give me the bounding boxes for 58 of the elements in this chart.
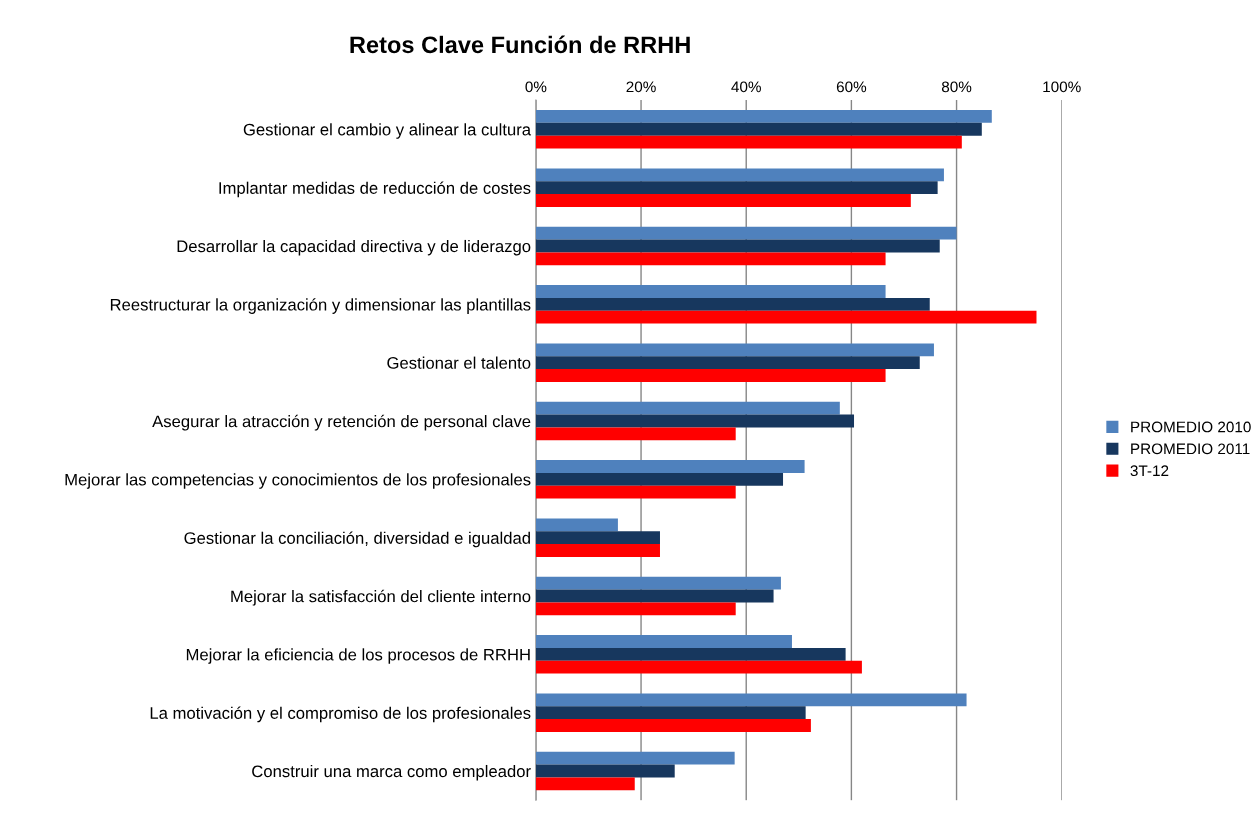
legend-label: 3T-12	[1130, 465, 1169, 477]
bar	[535, 518, 618, 532]
bar	[535, 310, 1037, 324]
x-tick-label: 40%	[731, 81, 761, 93]
bar	[535, 122, 982, 136]
bar	[535, 544, 660, 557]
bar	[535, 135, 962, 149]
bar	[535, 764, 675, 778]
legend-label: PROMEDIO 2010	[1131, 421, 1251, 433]
y-tick-label: Mejorar la eficiencia de los procesos de RRHH	[186, 648, 530, 664]
y-tick-label: Mejorar las competencias y conocimientos de los profesionales	[65, 473, 531, 489]
bar	[535, 531, 660, 545]
y-tick-label: Implantar medidas de reducción de costes	[219, 181, 531, 198]
bar	[535, 297, 930, 311]
bar	[535, 414, 855, 428]
bar	[535, 110, 992, 123]
bar	[535, 472, 784, 486]
bar	[535, 647, 846, 661]
bar	[535, 168, 944, 182]
y-tick-label: Desarrollar la capacidad directiva y de liderazgo	[177, 239, 531, 256]
bar	[535, 576, 781, 590]
y-tick-label: Asegurar la atracción y retención de personal clave	[152, 414, 531, 431]
bar	[535, 751, 735, 765]
bar	[535, 252, 886, 266]
bar	[535, 485, 736, 499]
bar	[535, 660, 862, 674]
y-tick-label: Construir una marca como empleador	[252, 764, 531, 781]
bar	[535, 589, 774, 603]
bar	[535, 194, 911, 207]
y-tick-label: La motivación y el compromiso de los profesionales	[150, 706, 531, 723]
bar	[535, 693, 967, 707]
bar	[535, 285, 886, 298]
bar	[535, 181, 938, 195]
bar	[535, 635, 792, 648]
bar	[535, 343, 934, 357]
bar	[535, 427, 736, 441]
y-tick-label: Mejorar la satisfacción del cliente interno	[231, 589, 531, 606]
bar	[535, 401, 840, 415]
y-tick-label: Gestionar el cambio y alinear la cultura	[243, 123, 532, 139]
y-tick-label: Reestructurar la organización y dimensionar las plantillas	[110, 298, 531, 314]
bar	[535, 239, 940, 253]
x-tick-label: 20%	[626, 81, 656, 93]
chart-title: Retos Clave Función de RRHH	[350, 35, 690, 54]
bar	[535, 369, 886, 382]
bar	[535, 719, 811, 732]
bar	[535, 226, 957, 240]
legend-label: PROMEDIO 2011	[1131, 443, 1250, 455]
x-tick-label: 0%	[525, 81, 547, 93]
bar	[535, 460, 805, 473]
x-tick-label: 60%	[836, 81, 867, 93]
y-tick-label: Gestionar el talento	[387, 356, 531, 369]
x-tick-label: 100%	[1043, 81, 1081, 93]
x-tick-label: 80%	[941, 81, 972, 93]
bar	[535, 777, 635, 791]
y-tick-label: Gestionar la conciliación, diversidad e igualdad	[184, 531, 530, 548]
bar	[535, 706, 806, 720]
bar	[535, 602, 736, 616]
bar	[535, 356, 920, 370]
